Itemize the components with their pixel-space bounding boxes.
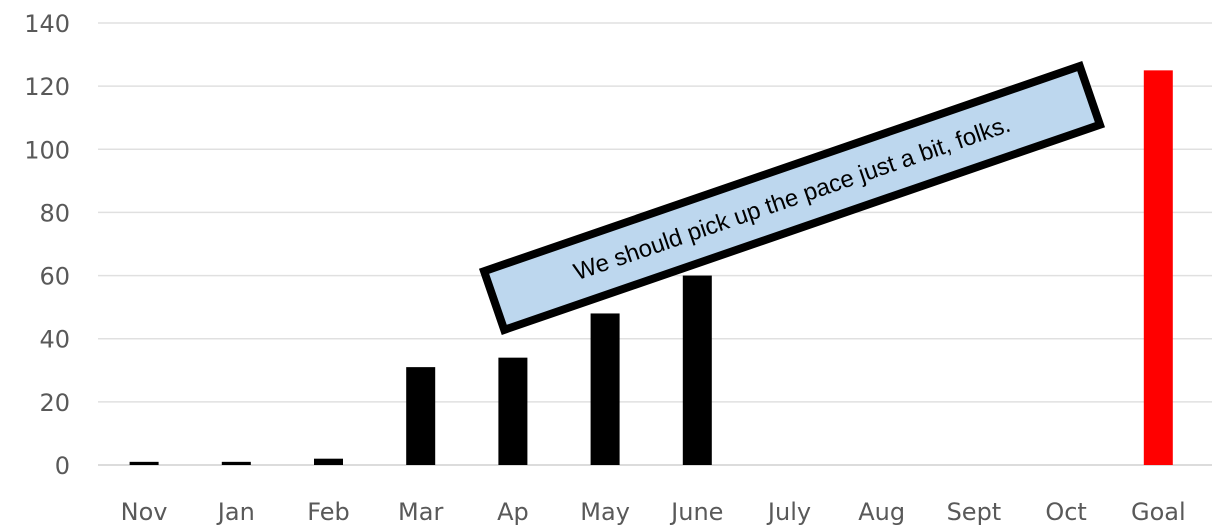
y-axis: 0 20 40 60 80 100 120 140 [24,10,70,480]
bar-ap [498,357,528,465]
y-tick-label: 140 [24,10,70,38]
x-axis: Nov Jan Feb Mar Ap May June July Aug Sept Oct Goal [121,498,1186,526]
x-tick-label: July [766,498,811,526]
x-tick-label: Mar [398,498,443,526]
y-tick-label: 60 [39,263,70,291]
callout-text: We should pick up the pace just a bit, f… [570,111,1014,286]
x-tick-label: Feb [307,498,350,526]
y-tick-label: 100 [24,136,70,164]
y-tick-label: 0 [55,452,70,480]
bar-feb [314,458,343,465]
bar-nov [129,461,159,465]
callout-box [478,61,1106,335]
x-tick-label: Sept [947,498,1002,526]
x-tick-label: June [669,498,723,526]
x-tick-label: Jan [216,498,255,526]
bars [129,70,1173,465]
x-tick-label: May [580,498,630,526]
bar-goal [1143,70,1173,465]
y-tick-label: 40 [39,326,70,354]
bar-may [590,313,620,465]
x-tick-label: Goal [1131,498,1186,526]
bar-mar [406,367,436,465]
x-tick-label: Ap [497,498,529,526]
bar-jan [221,461,251,465]
y-tick-label: 80 [39,199,70,227]
y-tick-label: 20 [39,389,70,417]
callout-annotation: We should pick up the pace just a bit, f… [478,61,1106,335]
bar-june [682,275,712,465]
x-tick-label: Aug [858,498,905,526]
y-tick-label: 120 [24,73,70,101]
x-tick-label: Nov [121,498,168,526]
x-tick-label: Oct [1045,498,1087,526]
